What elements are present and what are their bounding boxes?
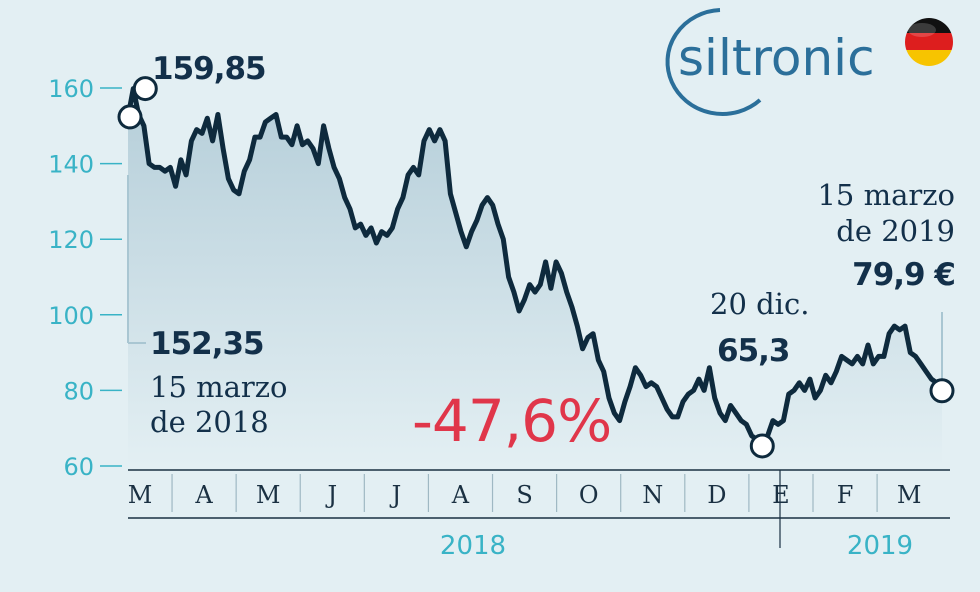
price-area <box>128 88 942 466</box>
price-line <box>125 86 945 449</box>
logo-text: siltronic <box>678 29 875 87</box>
y-tick-label: 80 <box>63 377 94 405</box>
start-value-label: 152,35 <box>150 326 264 362</box>
percent-change-label: -47,6% <box>412 387 611 455</box>
y-tick-label: 100 <box>48 302 94 330</box>
y-tick-label: 120 <box>48 226 94 254</box>
month-label: J <box>324 481 337 509</box>
month-label: M <box>256 481 281 509</box>
month-label: F <box>837 481 854 509</box>
start-date-line2: de 2018 <box>150 405 269 439</box>
min-point-marker <box>749 433 775 459</box>
min-date-label: 20 dic. <box>710 287 809 321</box>
month-label: A <box>194 481 213 509</box>
month-label: M <box>128 481 153 509</box>
month-dividers <box>171 474 878 512</box>
end-date-line2: de 2019 <box>836 214 955 248</box>
start-point-marker <box>117 104 143 130</box>
siltronic-logo: siltronic <box>665 8 875 116</box>
x-axis: M A M J J A S O N D E F M 2018 2019 <box>128 469 950 561</box>
y-axis: 60 80 100 120 140 160 <box>48 75 122 481</box>
month-label: O <box>579 481 599 509</box>
month-label: D <box>707 481 726 509</box>
max-point-marker <box>132 76 158 102</box>
end-point-marker <box>929 378 955 404</box>
end-value-label: 79,9 € <box>852 257 955 293</box>
germany-flag-icon <box>905 18 953 66</box>
month-label: J <box>389 481 402 509</box>
month-label: A <box>451 481 470 509</box>
y-tick-label: 140 <box>48 151 94 179</box>
min-value-label: 65,3 <box>717 333 790 369</box>
y-tick-label: 60 <box>63 453 94 481</box>
end-date-line1: 15 marzo <box>817 178 955 212</box>
month-label: S <box>516 481 532 509</box>
month-label: M <box>897 481 922 509</box>
y-tick-label: 160 <box>48 75 94 103</box>
logo-arc-icon <box>665 8 762 116</box>
start-date-line1: 15 marzo <box>150 370 288 404</box>
year-label-2018: 2018 <box>440 531 506 561</box>
year-label-2019: 2019 <box>847 531 913 561</box>
month-label: E <box>772 481 790 509</box>
max-value-label: 159,85 <box>152 51 266 87</box>
month-label: N <box>642 481 663 509</box>
